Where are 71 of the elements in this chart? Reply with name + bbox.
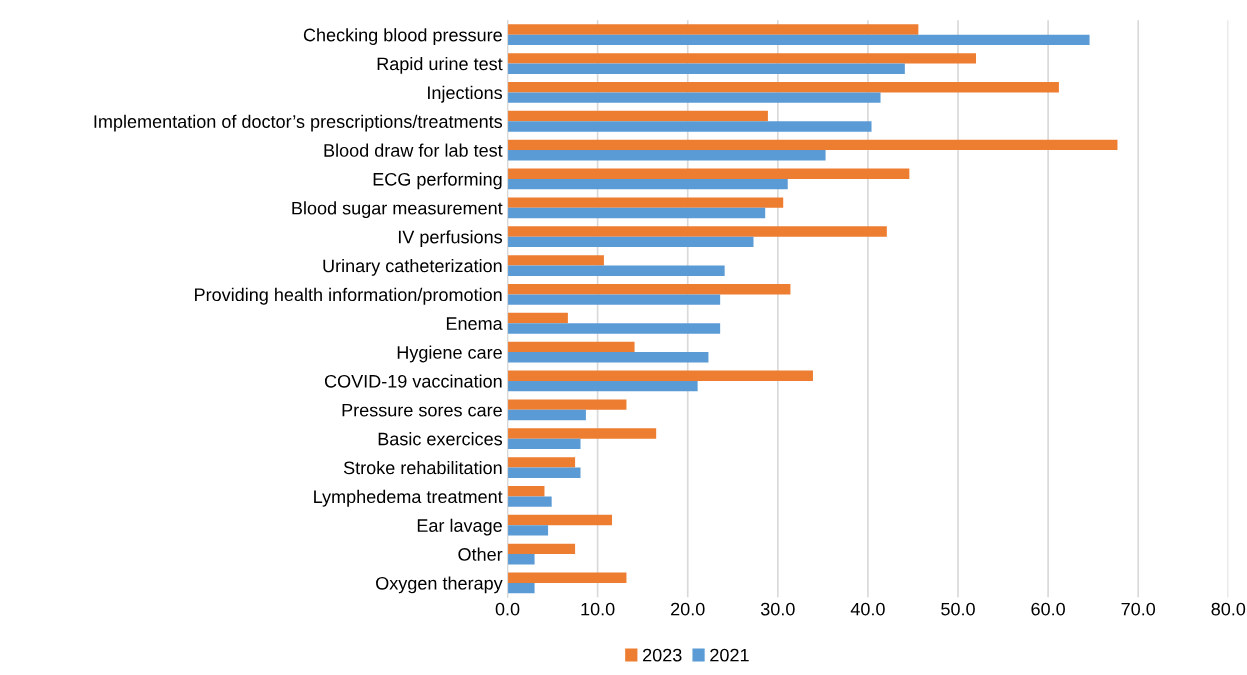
- y-tick-label: Blood draw for lab test: [324, 143, 503, 157]
- bar: [507, 554, 535, 565]
- y-tick-label: Enema: [446, 317, 503, 330]
- bar: [507, 139, 1118, 151]
- x-tick-label: 70.0: [1121, 602, 1156, 616]
- bar: [507, 525, 549, 536]
- bar: [507, 380, 698, 392]
- bar: [507, 63, 905, 74]
- bar: [507, 255, 604, 266]
- y-tick-label: Injections: [428, 85, 503, 103]
- x-tick-label: 80.0: [1211, 602, 1246, 616]
- bar: [507, 150, 826, 161]
- bar: [507, 514, 613, 526]
- y-tick-label: Hygiene care: [397, 345, 502, 363]
- bar: [507, 370, 813, 381]
- y-tick-label: IV perfusions: [398, 230, 503, 247]
- bar: [507, 312, 568, 324]
- bar: [507, 496, 552, 507]
- bar: [507, 226, 887, 237]
- bar: [507, 265, 725, 276]
- x-tick-label: 30.0: [760, 602, 795, 616]
- bar: [507, 457, 576, 468]
- x-tick-label: 0.0: [495, 602, 520, 616]
- bar: [507, 178, 788, 190]
- bar: [507, 168, 910, 179]
- y-tick-label: Oxygen therapy: [376, 576, 503, 594]
- bar: [507, 92, 881, 103]
- bar: [507, 428, 657, 439]
- bar: [507, 207, 766, 219]
- x-tick-label: 10.0: [581, 602, 615, 616]
- y-tick-label: Basic exercices: [378, 432, 503, 446]
- y-tick-label: Implementation of doctor’s prescriptions/treatments: [94, 114, 503, 132]
- x-tick-label: 40.0: [850, 602, 885, 616]
- bar: [507, 352, 709, 363]
- y-tick-label: Ear lavage: [417, 518, 502, 536]
- y-tick-label: Providing health information/promotion: [195, 287, 502, 305]
- y-tick-label: ECG performing: [373, 172, 502, 190]
- bar: [507, 284, 791, 295]
- bar: [507, 34, 1090, 46]
- bar: [507, 197, 784, 208]
- legend-label: 2021: [710, 648, 749, 662]
- legend-label: 2023: [643, 648, 682, 662]
- bar: [507, 543, 576, 555]
- x-tick-label: 50.0: [941, 602, 975, 616]
- bar: [507, 236, 754, 248]
- bar: [507, 24, 919, 35]
- bar: [507, 294, 721, 305]
- y-tick-label: Blood sugar measurement: [292, 201, 503, 219]
- bar: [507, 121, 872, 132]
- bar: [507, 467, 581, 478]
- bar: [507, 341, 635, 353]
- bar: [507, 82, 1059, 93]
- bar: [507, 399, 627, 410]
- y-tick-label: COVID-19 vaccination: [324, 374, 502, 388]
- bar: [507, 572, 627, 583]
- y-tick-label: Urinary catheterization: [323, 258, 502, 276]
- y-tick-label: Pressure sores care: [342, 403, 502, 417]
- bar: [507, 409, 586, 421]
- bar: [507, 485, 545, 497]
- y-tick-label: Other: [458, 547, 503, 561]
- bar: [507, 323, 721, 334]
- x-tick-label: 20.0: [671, 602, 705, 616]
- y-tick-label: Lymphedema treatment: [314, 489, 503, 507]
- y-tick-label: Rapid urine test: [377, 56, 503, 74]
- bar: [507, 438, 581, 450]
- bar: [507, 53, 977, 64]
- x-tick-label: 60.0: [1031, 602, 1065, 616]
- y-tick-label: Stroke rehabilitation: [343, 460, 502, 475]
- bar: [507, 582, 535, 594]
- bar: [507, 110, 768, 122]
- y-tick-label: Checking blood pressure: [303, 28, 502, 45]
